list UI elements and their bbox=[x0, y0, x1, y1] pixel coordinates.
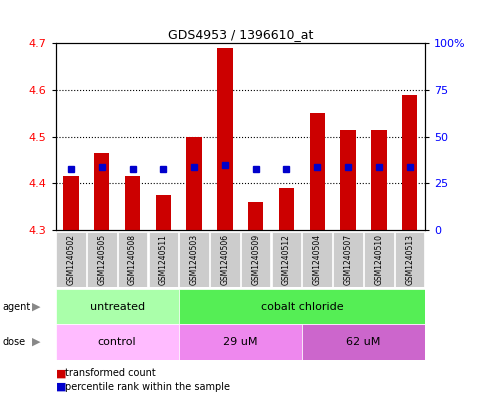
Text: GSM1240508: GSM1240508 bbox=[128, 234, 137, 285]
Bar bbox=[248, 202, 263, 230]
Bar bbox=[179, 289, 425, 324]
Text: dose: dose bbox=[2, 337, 26, 347]
Bar bbox=[94, 153, 110, 230]
Bar bbox=[272, 232, 301, 287]
Bar bbox=[149, 232, 178, 287]
Bar bbox=[333, 232, 363, 287]
Text: 29 uM: 29 uM bbox=[223, 337, 257, 347]
Bar bbox=[302, 232, 332, 287]
Text: GSM1240502: GSM1240502 bbox=[67, 234, 75, 285]
Bar bbox=[371, 130, 386, 230]
Text: GSM1240511: GSM1240511 bbox=[159, 234, 168, 285]
Text: GSM1240505: GSM1240505 bbox=[97, 234, 106, 285]
Title: GDS4953 / 1396610_at: GDS4953 / 1396610_at bbox=[168, 28, 313, 40]
Bar bbox=[364, 232, 394, 287]
Text: untreated: untreated bbox=[89, 301, 145, 312]
Bar bbox=[87, 232, 116, 287]
Bar bbox=[156, 195, 171, 230]
Bar bbox=[310, 113, 325, 230]
Bar bbox=[179, 232, 209, 287]
Text: GSM1240512: GSM1240512 bbox=[282, 234, 291, 285]
Text: ▶: ▶ bbox=[32, 301, 41, 312]
Bar bbox=[63, 176, 79, 230]
Bar bbox=[302, 324, 425, 360]
Text: ▶: ▶ bbox=[32, 337, 41, 347]
Bar bbox=[179, 324, 302, 360]
Bar bbox=[402, 95, 417, 230]
Bar bbox=[56, 324, 179, 360]
Text: GSM1240504: GSM1240504 bbox=[313, 234, 322, 285]
Text: GSM1240506: GSM1240506 bbox=[220, 234, 229, 285]
Bar bbox=[118, 232, 147, 287]
Bar bbox=[341, 130, 356, 230]
Text: ■: ■ bbox=[56, 368, 66, 378]
Bar bbox=[125, 176, 140, 230]
Text: GSM1240509: GSM1240509 bbox=[251, 234, 260, 285]
Text: GSM1240513: GSM1240513 bbox=[405, 234, 414, 285]
Text: GSM1240510: GSM1240510 bbox=[374, 234, 384, 285]
Text: agent: agent bbox=[2, 301, 30, 312]
Bar bbox=[210, 232, 240, 287]
Bar bbox=[186, 136, 202, 230]
Bar bbox=[241, 232, 270, 287]
Text: 62 uM: 62 uM bbox=[346, 337, 381, 347]
Text: GSM1240503: GSM1240503 bbox=[190, 234, 199, 285]
Text: percentile rank within the sample: percentile rank within the sample bbox=[65, 382, 230, 392]
Text: ■: ■ bbox=[56, 382, 66, 392]
Bar bbox=[279, 188, 294, 230]
Text: transformed count: transformed count bbox=[65, 368, 156, 378]
Text: control: control bbox=[98, 337, 136, 347]
Text: GSM1240507: GSM1240507 bbox=[343, 234, 353, 285]
Bar bbox=[56, 289, 179, 324]
Bar bbox=[217, 48, 233, 230]
Text: cobalt chloride: cobalt chloride bbox=[260, 301, 343, 312]
Bar bbox=[56, 232, 85, 287]
Bar bbox=[395, 232, 425, 287]
